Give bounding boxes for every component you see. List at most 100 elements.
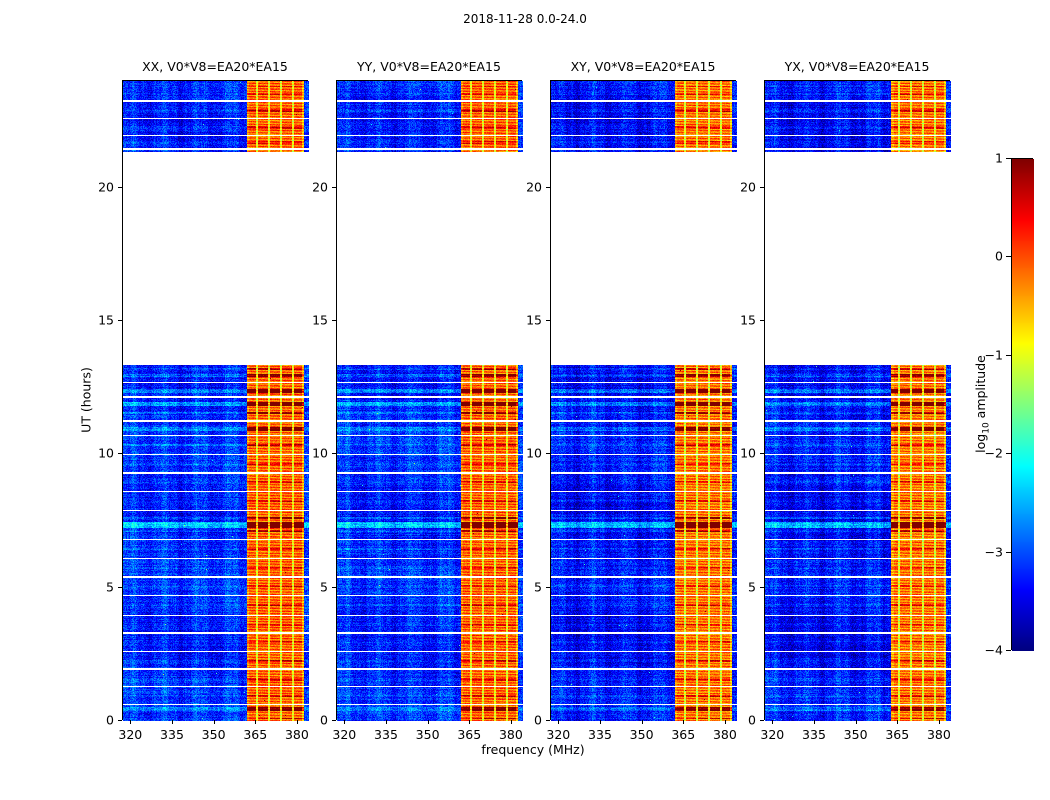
x-tick-label: 365 [671, 727, 696, 742]
x-tick-mark [130, 720, 132, 724]
y-tick-label: 20 [740, 179, 756, 195]
y-tick-label: 15 [740, 312, 756, 328]
x-tick-mark [427, 720, 429, 724]
x-tick-mark [641, 720, 643, 724]
y-tick-label: 10 [98, 445, 114, 461]
y-tick-mark [546, 720, 550, 721]
spectrogram-panel-yx: YX, V0*V8=EA20*EA15 [764, 59, 951, 721]
colorbar-tick-mark [1006, 551, 1011, 553]
y-tick-mark [118, 586, 122, 588]
y-tick-mark [332, 586, 336, 588]
colorbar-tick-mark [1006, 158, 1011, 159]
x-tick-mark [683, 720, 685, 724]
y-tick-mark [760, 320, 764, 321]
x-tick-label: 350 [415, 727, 440, 742]
x-tick-mark [510, 720, 512, 724]
panel-title-xx: XX, V0*V8=EA20*EA15 [142, 59, 288, 74]
y-tick-mark [332, 720, 336, 721]
spectrogram-panel-xx: XX, V0*V8=EA20*EA15 [122, 59, 309, 721]
figure-suptitle: 2018-11-28 0.0-24.0 [463, 12, 587, 26]
y-tick-label: 0 [534, 712, 542, 728]
colorbar [1011, 158, 1034, 651]
x-tick-mark [938, 720, 940, 724]
x-tick-mark [724, 720, 726, 724]
y-tick-mark [118, 186, 122, 188]
x-tick-mark [344, 720, 346, 724]
y-tick-mark [760, 186, 764, 188]
y-tick-label: 15 [526, 312, 542, 328]
y-tick-mark [332, 320, 336, 321]
y-tick-mark [118, 320, 122, 321]
y-axis-label: UT (hours) [78, 367, 94, 433]
y-tick-mark [760, 453, 764, 455]
y-tick-label: 5 [534, 579, 542, 595]
x-tick-mark [772, 720, 774, 724]
x-tick-mark [255, 720, 257, 724]
colorbar-tick-label: −2 [984, 445, 1003, 461]
x-tick-label: 335 [588, 727, 612, 742]
x-tick-label: 365 [457, 727, 482, 742]
x-tick-mark [171, 720, 173, 724]
x-tick-label: 350 [843, 727, 868, 742]
panel-title-yx: YX, V0*V8=EA20*EA15 [784, 59, 930, 74]
colorbar-tick-label: −3 [984, 544, 1003, 560]
colorbar-tick-label: 1 [995, 150, 1003, 166]
y-tick-mark [546, 186, 550, 188]
spectrogram-image-xx [123, 81, 309, 721]
x-tick-mark [469, 720, 471, 724]
x-tick-mark [558, 720, 560, 724]
colorbar-tick-label: 0 [995, 248, 1003, 264]
colorbar-label: log10 amplitude [972, 355, 992, 453]
x-tick-mark [855, 720, 857, 724]
y-tick-label: 20 [312, 179, 328, 195]
y-tick-mark [546, 586, 550, 588]
y-tick-mark [546, 453, 550, 455]
x-tick-label: 335 [160, 727, 184, 742]
y-tick-mark [760, 586, 764, 588]
spectrogram-panel-yy: YY, V0*V8=EA20*EA15 [336, 59, 523, 721]
spectrogram-image-yx [765, 81, 951, 721]
x-tick-mark [213, 720, 215, 724]
y-tick-label: 0 [320, 712, 328, 728]
spectrogram-image-xy [551, 81, 737, 721]
y-tick-label: 0 [748, 712, 756, 728]
colorbar-tick-label: −1 [984, 347, 1003, 363]
y-tick-mark [118, 720, 122, 721]
y-tick-label: 5 [748, 579, 756, 595]
x-tick-label: 320 [118, 727, 143, 742]
x-tick-label: 350 [201, 727, 226, 742]
y-tick-mark [760, 720, 764, 721]
colorbar-tick-mark [1006, 256, 1011, 258]
spectrogram-panel-xy: XY, V0*V8=EA20*EA15 [550, 59, 737, 721]
y-tick-label: 5 [106, 579, 114, 595]
colorbar-tick-mark [1006, 453, 1011, 455]
y-tick-mark [546, 320, 550, 321]
x-tick-label: 320 [546, 727, 571, 742]
colorbar-tick-mark [1006, 354, 1011, 356]
x-axis-label: frequency (MHz) [481, 742, 585, 757]
x-tick-mark [296, 720, 298, 724]
x-tick-mark [385, 720, 387, 724]
y-tick-label: 15 [312, 312, 328, 328]
x-tick-label: 380 [284, 727, 309, 742]
panel-title-yy: YY, V0*V8=EA20*EA15 [357, 59, 501, 74]
x-tick-mark [599, 720, 601, 724]
y-tick-label: 0 [106, 712, 114, 728]
y-tick-label: 10 [526, 445, 542, 461]
x-tick-label: 350 [629, 727, 654, 742]
x-tick-mark [813, 720, 815, 724]
colorbar-gradient [1012, 159, 1034, 651]
colorbar-tick-label: −4 [984, 642, 1003, 658]
y-tick-mark [332, 186, 336, 188]
y-tick-label: 10 [312, 445, 328, 461]
panel-title-xy: XY, V0*V8=EA20*EA15 [570, 59, 716, 74]
x-tick-label: 380 [712, 727, 737, 742]
y-tick-label: 10 [740, 445, 756, 461]
colorbar-tick-mark [1006, 650, 1011, 651]
y-tick-mark [118, 453, 122, 455]
x-tick-label: 365 [243, 727, 268, 742]
x-tick-label: 320 [332, 727, 357, 742]
x-tick-mark [897, 720, 899, 724]
x-tick-label: 320 [760, 727, 785, 742]
